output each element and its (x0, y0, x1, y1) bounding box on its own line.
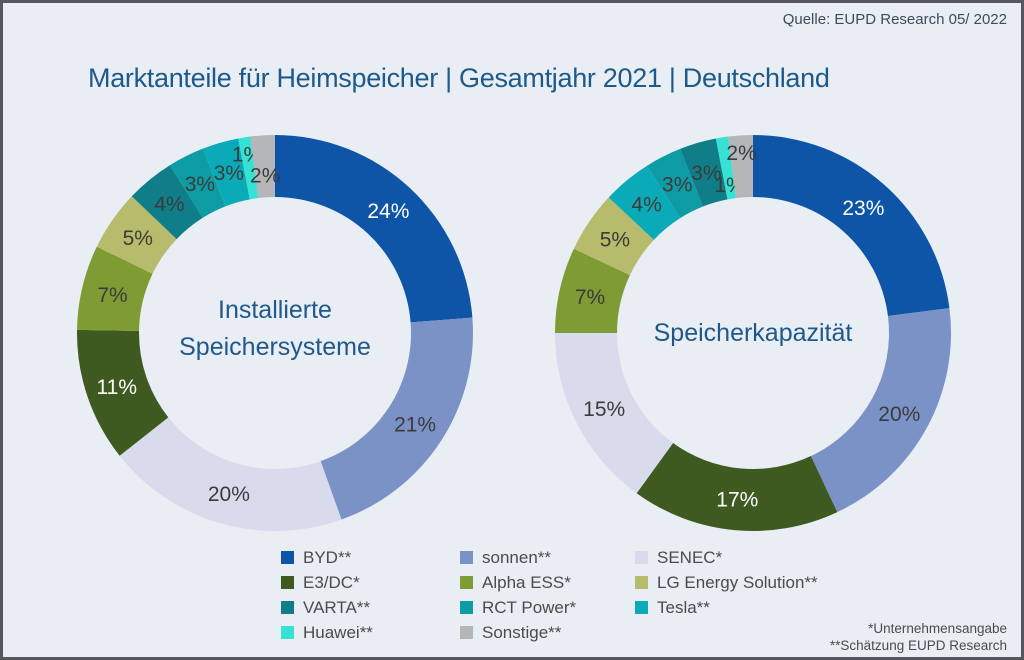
slice-percentage-label: 3% (662, 174, 692, 197)
donut-chart-storage-capacity: 23%20%17%15%7%5%4%3%3%1%2%Speicherkapazi… (555, 135, 952, 532)
donut-slice (77, 246, 153, 331)
donut-slice (636, 443, 838, 532)
legend: BYD** sonnen** SENEC* E3/DC* Alpha ESS* LG En… (281, 547, 885, 643)
slice-percentage-label: 2% (726, 142, 756, 165)
donut-slice (131, 165, 203, 240)
donut-slice (680, 138, 728, 207)
legend-label: Tesla** (657, 597, 710, 617)
legend-label: LG Energy Solution** (657, 572, 818, 592)
donut-slice (202, 138, 250, 207)
slice-percentage-label: 4% (631, 194, 661, 217)
donut-slice (119, 417, 342, 531)
legend-label: Huawei** (303, 622, 373, 642)
legend-item: LG Energy Solution** (635, 572, 885, 593)
legend-item: RCT Power* (460, 597, 635, 618)
slice-percentage-label: 15% (583, 398, 625, 421)
legend-item: SENEC* (635, 547, 885, 568)
donut-chart-installed-systems: 24%21%20%11%7%5%4%3%3%1%2%InstallierteSp… (76, 135, 473, 531)
legend-color-chip (281, 551, 294, 564)
legend-item: E3/DC* (281, 572, 460, 593)
donut-slice (169, 148, 226, 218)
slice-percentage-label: 20% (208, 483, 250, 506)
slice-percentage-label: 17% (716, 489, 758, 512)
legend-label: VARTA** (303, 597, 371, 617)
legend-color-chip (635, 576, 648, 589)
slice-percentage-label: 7% (97, 284, 127, 307)
donut-slice (555, 248, 630, 333)
donut-slice (96, 196, 177, 274)
legend-label: sonnen** (482, 547, 552, 567)
legend-label: Alpha ESS* (482, 572, 571, 592)
slice-percentage-label: 5% (123, 227, 153, 250)
donut-slice (275, 135, 473, 323)
legend-color-chip (460, 626, 473, 639)
legend-color-chip (281, 576, 294, 589)
legend-color-chip (635, 601, 648, 614)
legend-item: sonnen** (460, 547, 635, 568)
slice-percentage-label: 3% (214, 162, 244, 185)
legend-label: RCT Power* (482, 597, 577, 617)
page-title: Marktanteile für Heimspeicher | Gesamtja… (88, 63, 830, 93)
legend-label: E3/DC* (303, 572, 360, 592)
footnote-eupd-estimate: **Schätzung EUPD Research (829, 638, 1007, 653)
slice-percentage-label: 4% (154, 193, 184, 216)
donut-slice (555, 333, 674, 494)
donut-slice (608, 165, 681, 240)
legend-color-chip (460, 601, 473, 614)
legend-item: Alpha ESS* (460, 572, 635, 593)
donut-slice (728, 135, 753, 199)
legend-label: BYD** (303, 547, 352, 567)
source-note: Quelle: EUPD Research 05/ 2022 (782, 11, 1007, 28)
footnote-company-data: *Unternehmensangabe (868, 621, 1007, 636)
donut-slice (238, 136, 259, 200)
slice-percentage-label: 23% (842, 197, 884, 220)
legend-item: Sonstige** (460, 622, 635, 643)
footnotes: *Unternehmensangabe **Schätzung EUPD Res… (830, 620, 1007, 654)
donut-slice (76, 329, 169, 456)
legend-color-chip (281, 601, 294, 614)
slice-percentage-label: 5% (600, 228, 630, 251)
donut-center-label: Speichersysteme (179, 333, 371, 361)
legend-item: Tesla** (635, 597, 885, 618)
slice-percentage-label: 21% (394, 413, 436, 436)
slice-percentage-label: 7% (575, 286, 605, 309)
slice-percentage-label: 24% (367, 200, 409, 223)
donut-slice (646, 148, 703, 219)
legend-label: Sonstige** (482, 622, 562, 642)
legend-label: SENEC* (657, 547, 723, 567)
donut-slice (573, 197, 654, 276)
slice-percentage-label: 2% (250, 165, 280, 188)
legend-item: BYD** (281, 547, 460, 568)
legend-color-chip (460, 551, 473, 564)
donut-slice (810, 308, 952, 513)
slice-percentage-label: 20% (878, 403, 920, 426)
slice-percentage-label: 11% (97, 376, 137, 399)
donut-slice (320, 317, 473, 520)
legend-color-chip (635, 551, 648, 564)
donut-center-label: Installierte (218, 296, 332, 324)
legend-item: Huawei** (281, 622, 460, 643)
donut-slice (753, 135, 950, 316)
donut-slice (715, 136, 736, 200)
slice-percentage-label: 3% (185, 173, 215, 196)
donut-center-label: Speicherkapazität (654, 319, 853, 347)
slice-percentage-label: 3% (691, 162, 721, 185)
legend-item: VARTA** (281, 597, 460, 618)
legend-color-chip (281, 626, 294, 639)
legend-color-chip (460, 576, 473, 589)
donut-slice (250, 135, 275, 199)
